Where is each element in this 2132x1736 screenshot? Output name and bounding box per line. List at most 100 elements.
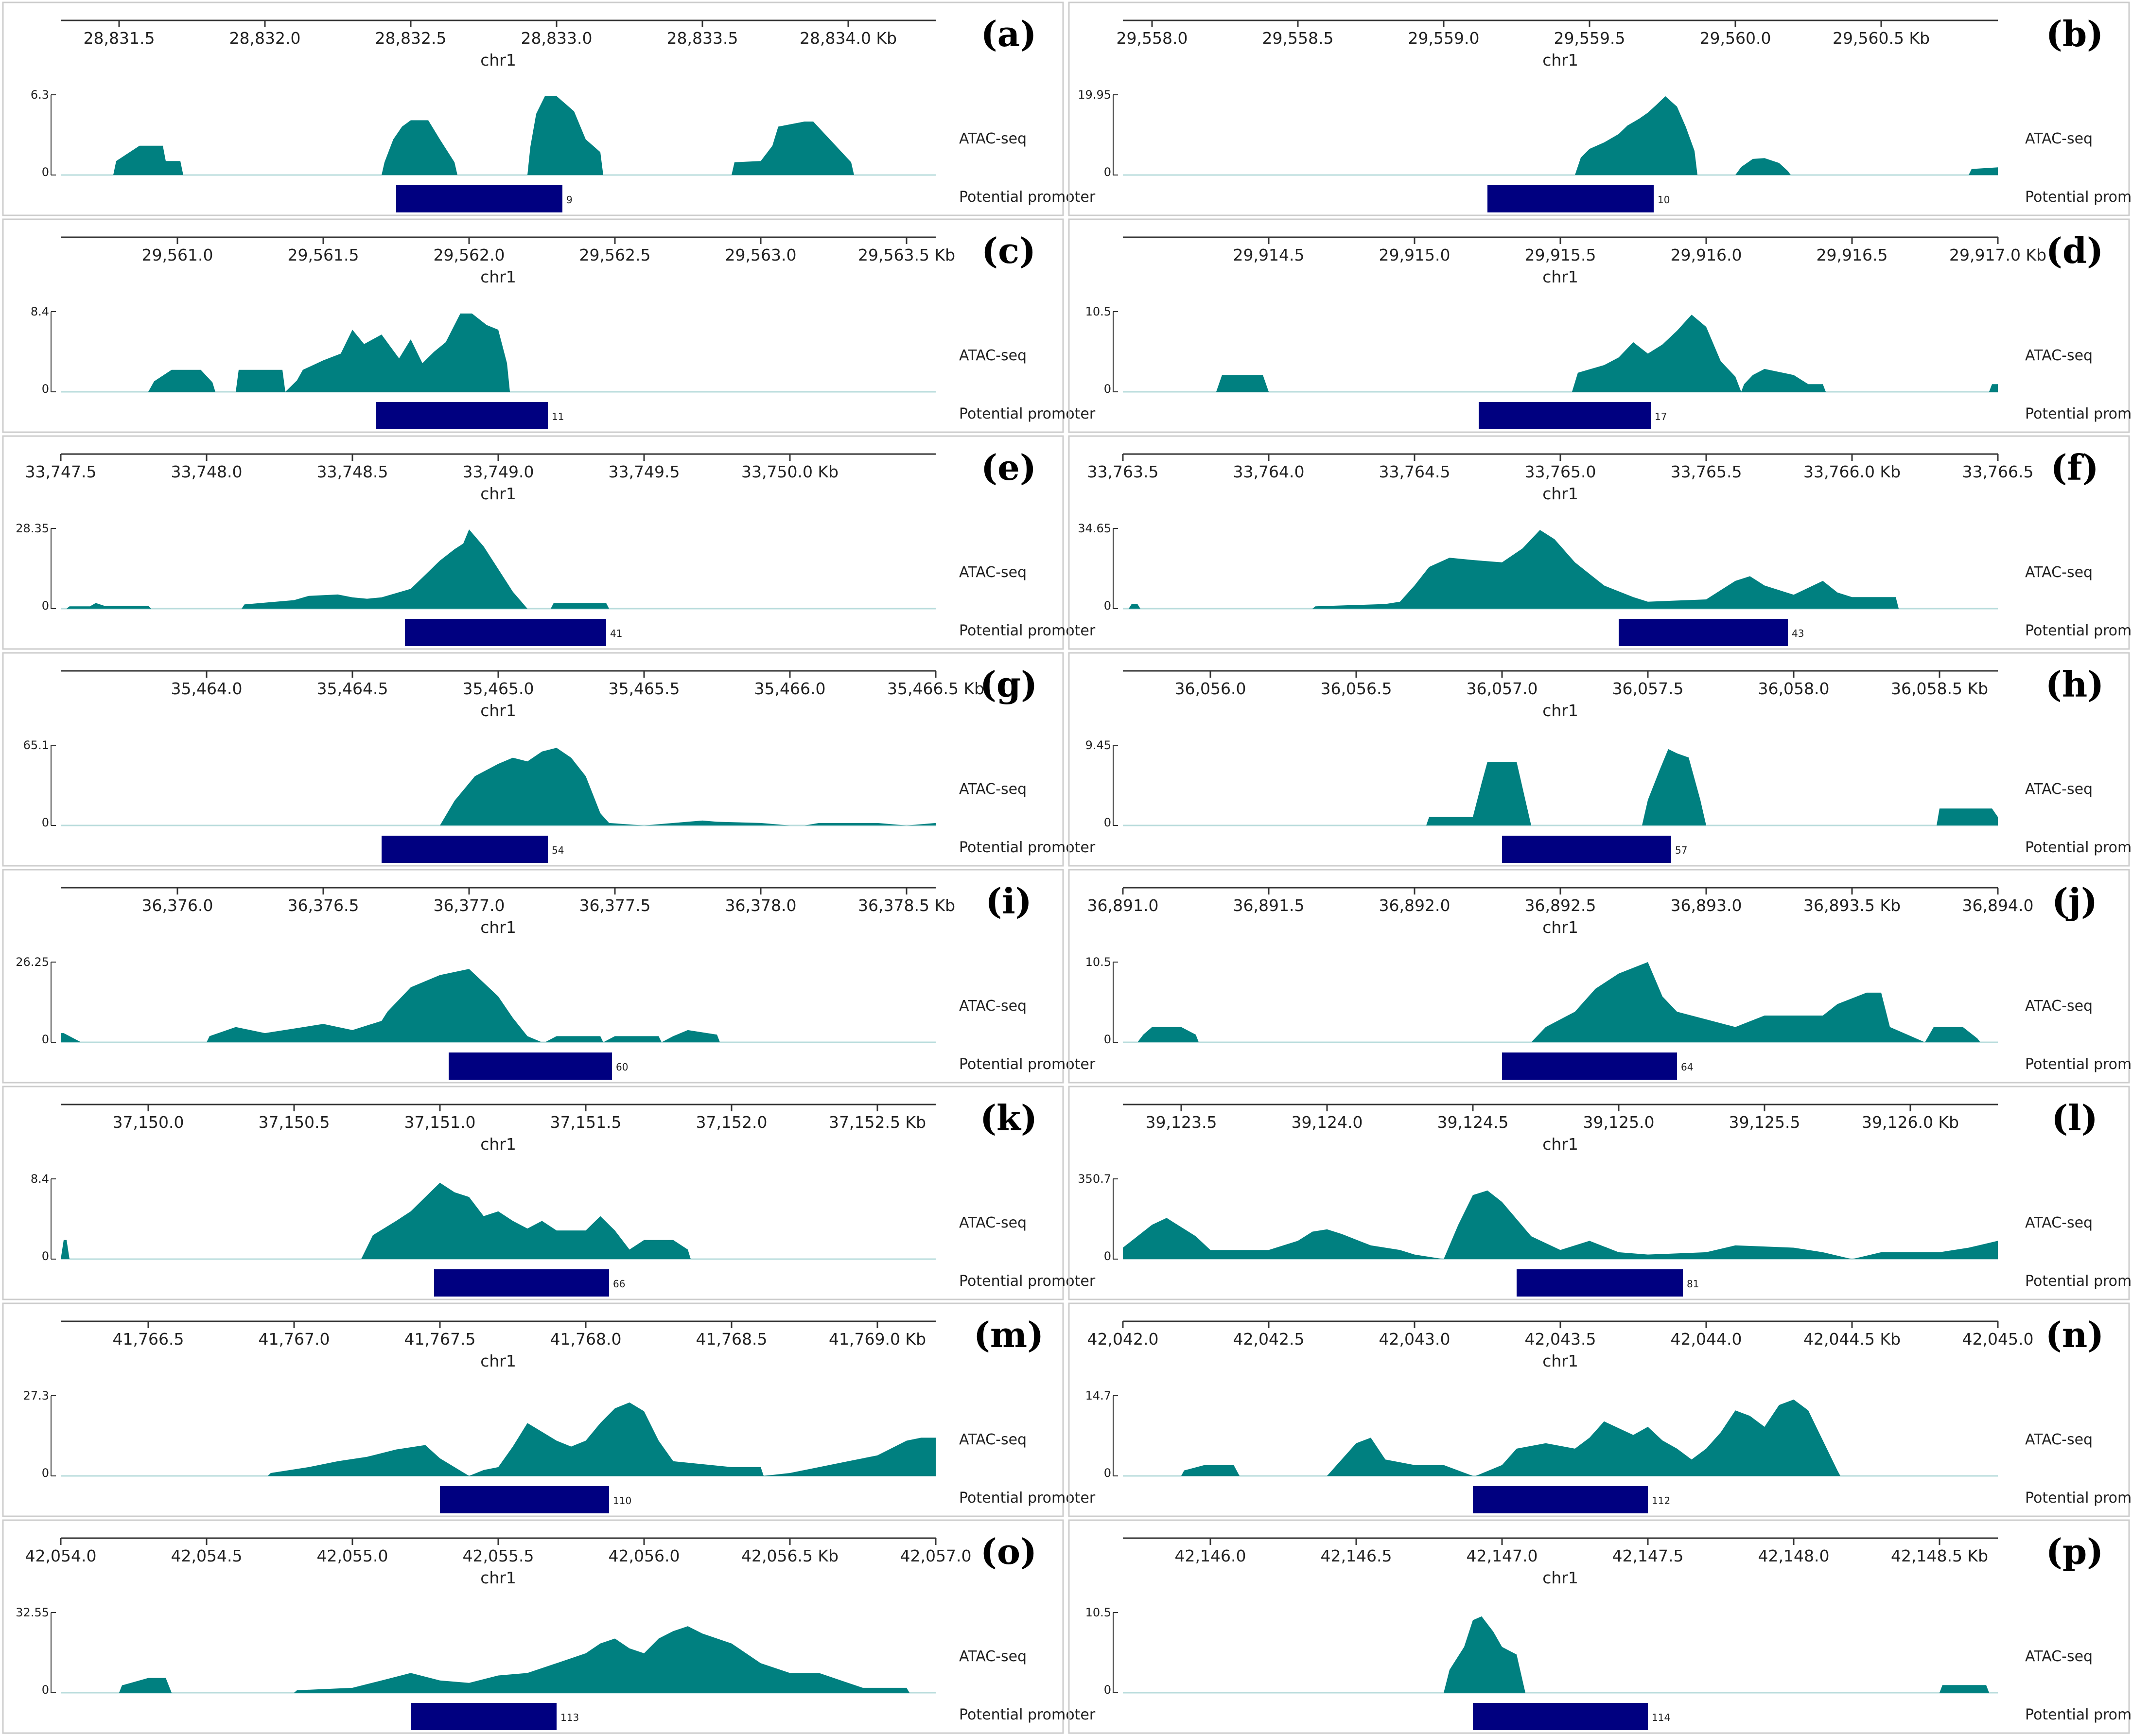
signal-max-label: 9.45 [1085,738,1111,752]
chrom-label: chr1 [1542,1135,1578,1154]
atac-signal-area [61,1182,691,1259]
panel-border [1068,1302,2130,1517]
chrom-label: chr1 [1542,1568,1578,1587]
tick-label: 29,914.5 [1233,245,1305,264]
promoter-id-label: 9 [566,194,573,206]
promoter-block [1487,185,1654,212]
panel-d: 29,914.5 29,915.0 29,915.5 29,916.0 29,916.5… [1068,218,2132,433]
track-label-atac: ATAC-seq [959,998,1027,1015]
signal-min-label: 0 [1104,382,1111,396]
signal-max-label: 19.95 [1078,88,1111,102]
tick-label: 36,057.5 [1612,679,1684,698]
tick-label: 42,044.5 Kb [1803,1330,1901,1349]
promoter-block [396,185,562,212]
tick-label: 28,834.0 Kb [800,29,897,48]
promoter-id-label: 41 [610,628,622,639]
tick-label: 39,125.0 [1583,1113,1655,1132]
chrom-label: chr1 [480,1568,516,1587]
tick-label: 29,561.5 [288,245,359,264]
promoter-id-label: 17 [1655,411,1667,422]
promoter-block [1502,1052,1677,1080]
tick-label: 29,916.5 [1817,245,1888,264]
tick-label: 36,378.0 [725,896,797,915]
atac-signal-area [148,313,510,392]
tick-label: 33,765.0 [1525,462,1596,481]
track-label-promoter: Potential promoter [2025,1056,2132,1073]
tick-label: 33,764.5 [1379,462,1450,481]
panel-m: 41,766.5 41,767.0 41,767.5 41,768.0 41,768.5… [2,1302,1096,1517]
chrom-label: chr1 [1542,701,1578,720]
promoter-block [449,1052,612,1080]
chrom-label: chr1 [1542,51,1578,70]
signal-max-label: 28.35 [16,522,49,535]
promoter-id-label: 114 [1652,1712,1670,1723]
panel-h: 36,056.0 36,056.5 36,057.0 36,057.5 36,058.0… [1068,652,2132,867]
atac-signal-area [1123,1190,1998,1259]
atac-signal-area [61,969,720,1042]
tick-label: 29,561.0 [142,245,213,264]
tick-label: 36,891.0 [1087,896,1159,915]
tick-label: 39,126.0 Kb [1862,1113,1959,1132]
track-label-promoter: Potential promoter [2025,622,2132,639]
tick-label: 33,764.0 [1233,462,1305,481]
tick-label: 42,042.5 [1233,1330,1305,1349]
tick-label: 42,148.5 Kb [1891,1546,1988,1565]
track-label-promoter: Potential promoter [959,189,1096,206]
panel-border [2,1086,1064,1300]
signal-max-label: 32.55 [16,1606,49,1619]
atac-signal-area [1137,962,1980,1042]
panel-letter: (g) [980,664,1037,705]
tick-label: 41,766.5 [113,1330,184,1349]
promoter-id-label: 81 [1687,1278,1699,1290]
chrom-label: chr1 [1542,1351,1578,1370]
track-label-promoter: Potential promoter [959,1056,1096,1073]
tick-label: 33,749.5 [609,462,680,481]
track-label-promoter: Potential promoter [959,1490,1096,1507]
atac-signal-area [1216,315,1998,392]
signal-min-label: 0 [42,1466,49,1480]
chrom-label: chr1 [480,918,516,937]
panel-border [2,652,1064,867]
signal-max-label: 6.3 [31,88,49,102]
tick-label: 35,466.0 [754,679,826,698]
signal-min-label: 0 [42,816,49,829]
signal-max-label: 65.1 [23,738,49,752]
panel-letter: (p) [2046,1531,2103,1572]
tick-label: 29,560.5 Kb [1833,29,1930,48]
panel-n: 42,042.0 42,042.5 42,043.0 42,043.5 42,044.0… [1068,1302,2132,1517]
tick-label: 37,150.5 [259,1113,330,1132]
tick-label: 33,765.5 [1671,462,1742,481]
tick-label: 41,767.5 [404,1330,476,1349]
tick-label: 37,151.0 [404,1113,476,1132]
tick-label: 36,057.0 [1467,679,1538,698]
signal-max-label: 8.4 [31,305,49,318]
panel-letter: (h) [2045,664,2104,705]
tick-label: 29,560.0 [1700,29,1771,48]
panel-border [2,218,1064,433]
panel-border [2,1519,1064,1734]
panel-l: 39,123.5 39,124.0 39,124.5 39,125.0 39,125.5… [1068,1086,2132,1300]
promoter-id-label: 43 [1792,628,1804,639]
tick-label: 42,146.5 [1321,1546,1392,1565]
tick-label: 29,915.5 [1525,245,1596,264]
tick-label: 36,377.5 [579,896,651,915]
track-label-promoter: Potential promoter [2025,1273,2132,1290]
tick-label: 29,916.0 [1671,245,1742,264]
panel-border [1068,1086,2130,1300]
chrom-label: chr1 [480,267,516,286]
signal-min-label: 0 [42,1683,49,1697]
signal-min-label: 0 [1104,599,1111,613]
tick-label: 41,767.0 [259,1330,330,1349]
track-label-promoter: Potential promoter [959,1706,1096,1723]
tick-label: 39,124.0 [1292,1113,1363,1132]
tick-label: 36,378.5 Kb [858,896,955,915]
tick-label: 33,766.5 [1962,462,2034,481]
tick-label: 42,042.0 [1087,1330,1159,1349]
tick-label: 42,056.0 [609,1546,680,1565]
tick-label: 42,054.0 [25,1546,97,1565]
signal-max-label: 350.7 [1078,1172,1111,1186]
atac-signal-area [1129,530,1899,609]
tick-label: 39,123.5 [1146,1113,1217,1132]
chrom-label: chr1 [480,51,516,70]
